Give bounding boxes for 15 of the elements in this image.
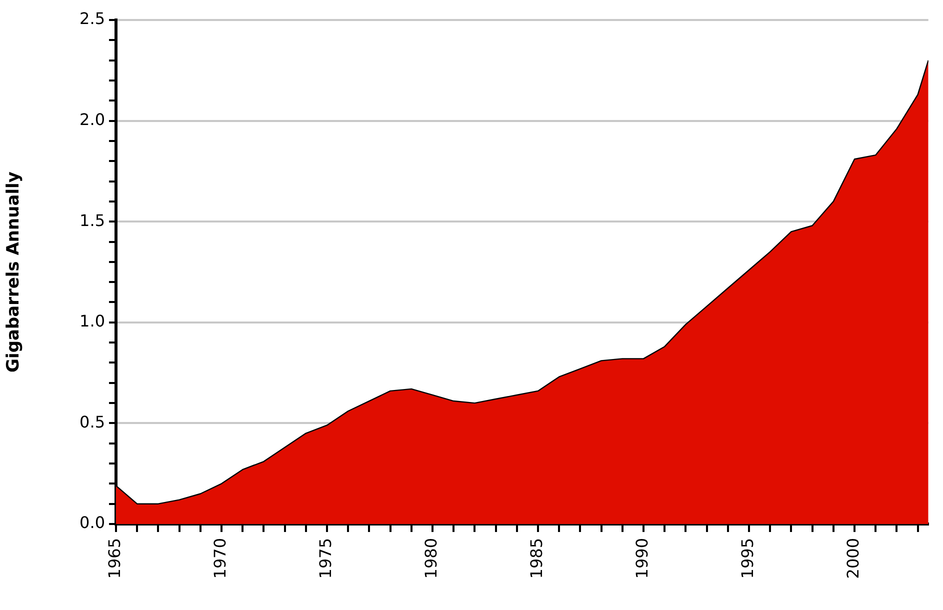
x-tick-label: 1985: [527, 538, 546, 579]
x-tick-label: 1995: [738, 538, 758, 579]
y-tick-label: 1.0: [80, 312, 105, 331]
x-tick-label: 2000: [844, 538, 863, 579]
x-tick-label: 1980: [422, 538, 441, 579]
x-tick-label: 1970: [210, 538, 230, 579]
x-tick-label: 1990: [632, 538, 652, 579]
x-tick-label: 1965: [105, 538, 124, 579]
y-tick-label: 0.0: [80, 513, 105, 532]
x-tick-label: 1975: [316, 538, 336, 579]
y-tick-label: 2.5: [80, 9, 105, 28]
y-tick-label: 1.5: [80, 210, 105, 230]
y-tick-label: 2.0: [80, 110, 105, 129]
y-axis-title: Gigabarrels Annually: [4, 172, 24, 372]
y-tick-label: 0.5: [80, 412, 105, 432]
